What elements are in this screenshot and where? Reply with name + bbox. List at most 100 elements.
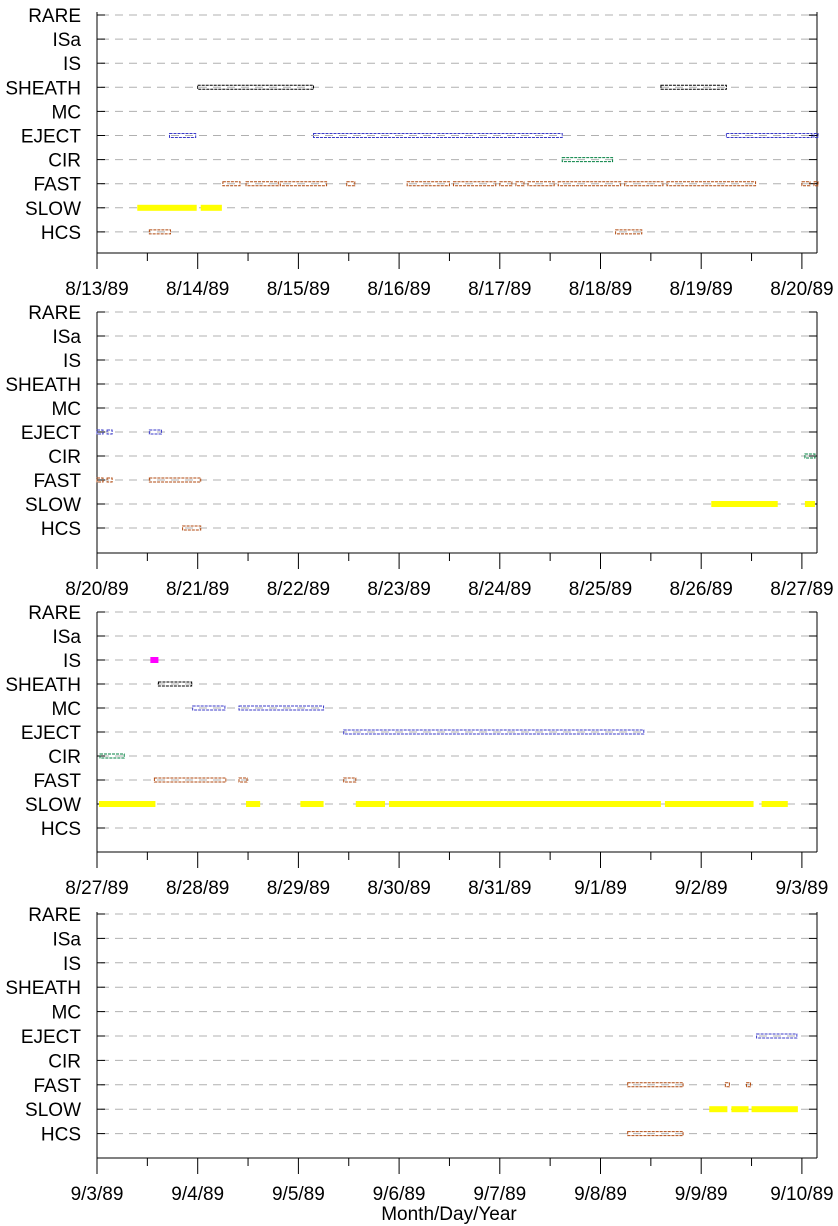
x-tick-label: 9/7/89: [473, 1184, 526, 1205]
category-label: EJECT: [21, 423, 82, 444]
category-label: CIR: [48, 1051, 81, 1072]
x-tick-label: 8/17/89: [468, 279, 531, 300]
category-label: IS: [63, 954, 81, 975]
category-label: EJECT: [21, 127, 82, 148]
event-slow-bar: [664, 801, 754, 807]
event-eject-bar: [96, 429, 104, 435]
event-hcs-bar: [182, 525, 202, 531]
event-fast-bar: [96, 477, 104, 483]
event-fast-bar: [279, 181, 328, 187]
event-eject-bar: [813, 133, 819, 138]
category-label: CIR: [48, 747, 81, 768]
category-label: CIR: [48, 447, 81, 468]
event-fast-bar: [557, 181, 622, 187]
category-label: FAST: [33, 175, 81, 196]
x-tick-label: 8/29/89: [267, 878, 330, 899]
event-sheath-bar: [660, 84, 727, 90]
category-label: EJECT: [21, 723, 82, 744]
event-eject-bar: [106, 429, 113, 435]
x-tick-label: 8/14/89: [166, 279, 229, 300]
event-eject-bar: [343, 729, 645, 735]
x-tick-label: 9/4/89: [171, 1184, 224, 1205]
event-eject-bar: [148, 429, 162, 435]
category-label: ISa: [52, 929, 81, 950]
category-label: HCS: [41, 519, 81, 540]
event-fast-bar: [406, 181, 450, 187]
x-tick-label: 8/25/89: [569, 579, 632, 600]
event-eject-bar: [313, 133, 563, 138]
event-eject-bar: [756, 1033, 798, 1039]
category-label: HCS: [41, 223, 81, 244]
category-label: MC: [51, 399, 81, 420]
category-label: SLOW: [25, 795, 81, 816]
x-tick-label: 8/27/89: [65, 878, 128, 899]
event-fast-bar: [499, 181, 513, 187]
event-eject-bar: [169, 133, 197, 138]
x-tick-label: 8/26/89: [669, 579, 732, 600]
category-label: IS: [63, 351, 81, 372]
event-slow-bar: [246, 801, 261, 807]
event-slow-bar: [99, 801, 156, 807]
x-axis-title: Month/Day/Year: [381, 1204, 517, 1225]
event-sheath-bar: [157, 681, 193, 687]
event-fast-bar: [624, 181, 664, 187]
category-label: RARE: [28, 905, 81, 926]
event-mc-bar: [238, 705, 325, 711]
x-tick-label: 8/19/89: [669, 279, 732, 300]
category-label: MC: [51, 102, 81, 123]
category-label: SHEATH: [5, 675, 81, 696]
category-label: HCS: [41, 819, 81, 840]
event-fast-bar: [746, 1082, 752, 1088]
event-is-bar: [150, 657, 159, 663]
event-hcs-bar: [148, 229, 172, 235]
x-tick-label: 8/21/89: [166, 579, 229, 600]
x-tick-label: 9/8/89: [574, 1184, 627, 1205]
event-slow-bar: [355, 801, 385, 807]
x-tick-label: 8/31/89: [468, 878, 531, 899]
event-slow-bar: [731, 1106, 749, 1113]
event-fast-bar: [238, 777, 248, 783]
event-hcs-bar: [615, 229, 643, 235]
x-tick-label: 8/16/89: [367, 279, 430, 300]
event-fast-bar: [245, 181, 279, 187]
x-tick-label: 9/6/89: [373, 1184, 426, 1205]
event-slow-bar: [709, 1106, 728, 1113]
event-slow-bar: [761, 801, 788, 807]
event-fast-bar: [724, 1082, 730, 1088]
category-label: SLOW: [25, 1100, 81, 1121]
event-fast-bar: [627, 1082, 684, 1088]
event-cir-bar: [804, 453, 816, 459]
event-fast-bar: [343, 777, 357, 783]
event-slow-bar: [200, 204, 222, 211]
category-label: EJECT: [21, 1027, 82, 1048]
event-fast-bar: [515, 181, 525, 187]
x-tick-label: 9/2/89: [675, 878, 728, 899]
event-fast-bar: [148, 477, 202, 483]
category-label: RARE: [28, 303, 81, 324]
event-eject-bar: [725, 133, 813, 138]
category-label: MC: [51, 699, 81, 720]
x-tick-label: 8/20/89: [65, 579, 128, 600]
category-label: CIR: [48, 151, 81, 172]
event-slow-bar: [137, 204, 197, 211]
x-tick-label: 8/30/89: [367, 878, 430, 899]
category-label: MC: [51, 1003, 81, 1024]
category-label: ISa: [52, 30, 81, 51]
event-cir-bar: [99, 753, 125, 759]
category-label: SHEATH: [5, 78, 81, 99]
event-fast-bar: [222, 181, 241, 187]
category-label: ISa: [52, 627, 81, 648]
x-tick-label: 9/1/89: [574, 878, 627, 899]
event-slow-bar: [300, 801, 324, 807]
category-label: FAST: [33, 471, 81, 492]
event-slow-bar: [804, 501, 815, 507]
category-label: RARE: [28, 603, 81, 624]
x-tick-label: 8/24/89: [468, 579, 531, 600]
event-cir-bar: [561, 157, 614, 163]
x-tick-label: 8/20/89: [770, 279, 833, 300]
event-slow-bar: [711, 501, 778, 507]
category-label: SHEATH: [5, 375, 81, 396]
event-fast-bar: [346, 181, 356, 187]
category-label: RARE: [28, 6, 81, 27]
